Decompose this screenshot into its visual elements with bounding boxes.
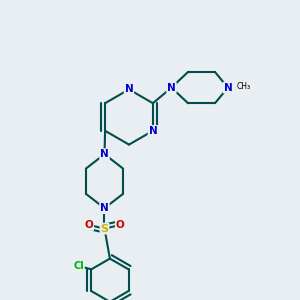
Text: N: N <box>167 82 176 93</box>
Text: CH₃: CH₃ <box>236 82 250 91</box>
Text: O: O <box>85 220 93 230</box>
Text: Cl: Cl <box>73 261 84 271</box>
Text: O: O <box>116 220 124 230</box>
Text: N: N <box>100 203 109 213</box>
Text: N: N <box>100 149 109 159</box>
Text: N: N <box>148 126 157 136</box>
Text: N: N <box>224 82 232 93</box>
Text: S: S <box>100 224 109 234</box>
Text: N: N <box>124 84 134 94</box>
